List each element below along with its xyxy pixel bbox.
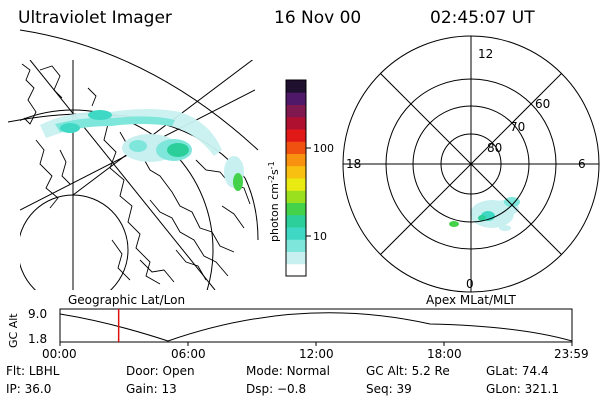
colorbar-label: photon cm-2s-1 — [267, 161, 281, 242]
info-mode: Mode: Normal — [246, 364, 330, 378]
colorbar-segment — [286, 190, 306, 203]
xtick-label: 12:00 — [299, 347, 334, 361]
colorbar-segment — [286, 251, 306, 265]
info-gain: Gain: 13 — [126, 382, 177, 396]
horizon-arc — [19, 29, 259, 151]
ytick-bottom: 1.8 — [28, 332, 47, 346]
mlat-label-70: 70 — [510, 120, 525, 134]
colorbar-segment — [286, 263, 306, 277]
colorbar-segment — [286, 141, 306, 154]
colorbar-tick-10: 10 — [313, 230, 327, 243]
mlt-label-12: 12 — [478, 47, 493, 61]
colorbar-segment — [286, 165, 306, 179]
aurora-geo — [40, 109, 244, 191]
info-ip: IP: 36.0 — [6, 382, 52, 396]
orbit-ylabel: GC Alt — [7, 313, 20, 348]
colorbar-segment — [286, 178, 306, 191]
time: 02:45:07 UT — [430, 8, 535, 28]
info-flt: Flt: LBHL — [6, 364, 60, 378]
colorbar-segment — [286, 116, 306, 130]
altitude-curve — [59, 312, 573, 342]
geographic-map — [7, 29, 259, 290]
info-seq: Seq: 39 — [366, 382, 412, 396]
colorbar-segment — [286, 214, 306, 228]
polar-plot: 12 18 6 0 60 70 80 — [342, 35, 600, 293]
ytick-top: 9.0 — [28, 307, 47, 321]
date: 16 Nov 00 — [274, 8, 362, 28]
colorbar-segment — [286, 202, 306, 216]
info-glat: GLat: 74.4 — [486, 364, 549, 378]
mlt-label-0: 0 — [466, 277, 474, 291]
mlt-label-6: 6 — [578, 157, 586, 171]
info-glon: GLon: 321.1 — [486, 382, 559, 396]
colorbar: 100 10 photon cm-2s-1 — [267, 79, 334, 277]
geo-caption: Geographic Lat/Lon — [68, 293, 185, 307]
orbit-plot: 9.0 1.8 GC Alt 00:00 06:00 12:00 18:00 23:59 — [7, 307, 589, 361]
colorbar-segment — [286, 129, 306, 142]
polar-caption: Apex MLat/MLT — [426, 293, 516, 307]
info-gc-alt: GC Alt: 5.2 Re — [366, 364, 450, 378]
colorbar-segment — [286, 239, 306, 252]
xtick-label: 00:00 — [42, 347, 77, 361]
colorbar-segment — [286, 92, 306, 105]
info-door: Door: Open — [126, 364, 195, 378]
xtick-label: 23:59 — [554, 347, 589, 361]
mlat-label-60: 60 — [535, 97, 550, 111]
coastlines — [21, 63, 251, 285]
colorbar-segment — [286, 80, 306, 93]
colorbar-segment — [286, 153, 306, 167]
colorbar-segment — [286, 227, 306, 240]
mlt-label-18: 18 — [346, 157, 361, 171]
info-dsp: Dsp: −0.8 — [246, 382, 307, 396]
title: Ultraviolet Imager — [18, 8, 172, 28]
colorbar-tick-100: 100 — [313, 142, 334, 155]
mlat-label-80: 80 — [487, 141, 502, 155]
xtick-label: 06:00 — [171, 347, 206, 361]
colorbar-segment — [286, 104, 306, 118]
xtick-label: 18:00 — [427, 347, 462, 361]
